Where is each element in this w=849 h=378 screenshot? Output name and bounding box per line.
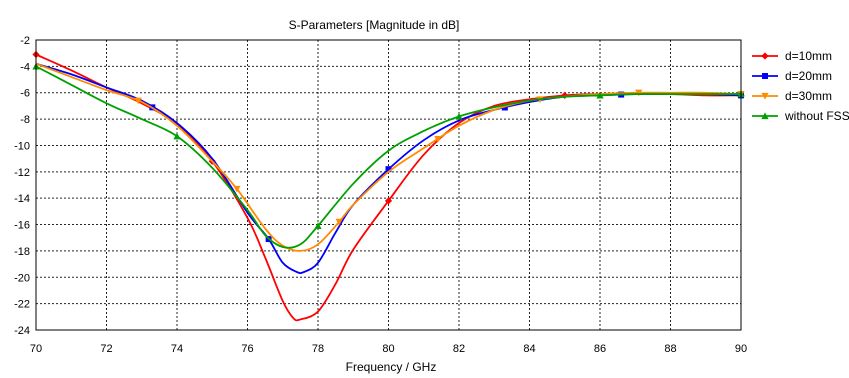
legend-item: d=30mm (752, 89, 832, 103)
y-tick-label: -6 (20, 88, 30, 100)
data-point-marker (635, 89, 643, 97)
plot-frame (35, 39, 742, 331)
data-point-marker (561, 91, 569, 99)
y-tick-label: -10 (14, 140, 30, 152)
data-point-marker (385, 166, 392, 173)
y-tick-label: -20 (14, 272, 30, 284)
x-tick-label: 90 (735, 343, 747, 355)
data-point-marker (384, 197, 393, 205)
data-point-marker (455, 112, 463, 120)
legend-label: d=20mm (785, 69, 832, 83)
x-axis-label: Frequency / GHz (346, 360, 437, 374)
data-point-marker (761, 92, 769, 100)
grid-layer (36, 40, 741, 330)
series-layer (32, 50, 745, 322)
x-tick-label: 82 (453, 343, 465, 355)
series-line (35, 65, 741, 249)
x-tick-label: 76 (241, 343, 253, 355)
legend-item: without FSS (752, 109, 849, 123)
x-tick-label: 86 (594, 343, 606, 355)
y-tick-label: -14 (14, 193, 30, 205)
x-tick-label: 84 (523, 343, 535, 355)
x-tick-label: 74 (171, 343, 183, 355)
data-point-marker (761, 52, 769, 60)
y-tick-label: -8 (20, 114, 30, 126)
x-tick-label: 80 (382, 343, 394, 355)
series-3 (32, 62, 745, 249)
x-tick-label: 78 (312, 343, 324, 355)
y-tick-label: -2 (20, 35, 30, 47)
data-point-marker (335, 218, 343, 226)
tick-layer: 70 72 74 76 78 80 82 84 86 88 90 -2 -4 -6 -8 -10 -12 -14 -… (14, 35, 747, 355)
legend-label: without FSS (784, 109, 849, 123)
series-2 (35, 62, 745, 252)
y-tick-label: -16 (14, 220, 30, 232)
chart-title: S-Parameters [Magnitude in dB] (289, 18, 460, 32)
y-tick-label: -18 (14, 246, 30, 258)
data-point-marker (501, 104, 508, 111)
y-tick-label: -12 (14, 167, 30, 179)
x-tick-label: 88 (664, 343, 676, 355)
y-tick-label: -4 (20, 61, 30, 73)
data-point-marker (762, 73, 768, 79)
data-point-marker (134, 97, 142, 105)
x-tick-label: 70 (30, 343, 42, 355)
legend-item: d=10mm (752, 49, 832, 63)
legend-label: d=30mm (785, 89, 832, 103)
data-point-marker (173, 132, 181, 140)
y-tick-label: -24 (14, 325, 30, 337)
data-point-marker (434, 136, 442, 143)
data-point-marker (314, 222, 322, 229)
x-tick-label: 72 (100, 343, 112, 355)
legend: d=10mm d=20mm d=30mm without FSS (752, 49, 849, 123)
legend-label: d=10mm (785, 49, 832, 63)
data-point-marker (761, 112, 769, 120)
y-tick-label: -22 (14, 299, 30, 311)
data-point-marker (233, 185, 241, 193)
series-1 (35, 62, 744, 275)
legend-item: d=20mm (752, 69, 832, 83)
series-line (35, 62, 742, 252)
data-point-marker (596, 91, 604, 99)
